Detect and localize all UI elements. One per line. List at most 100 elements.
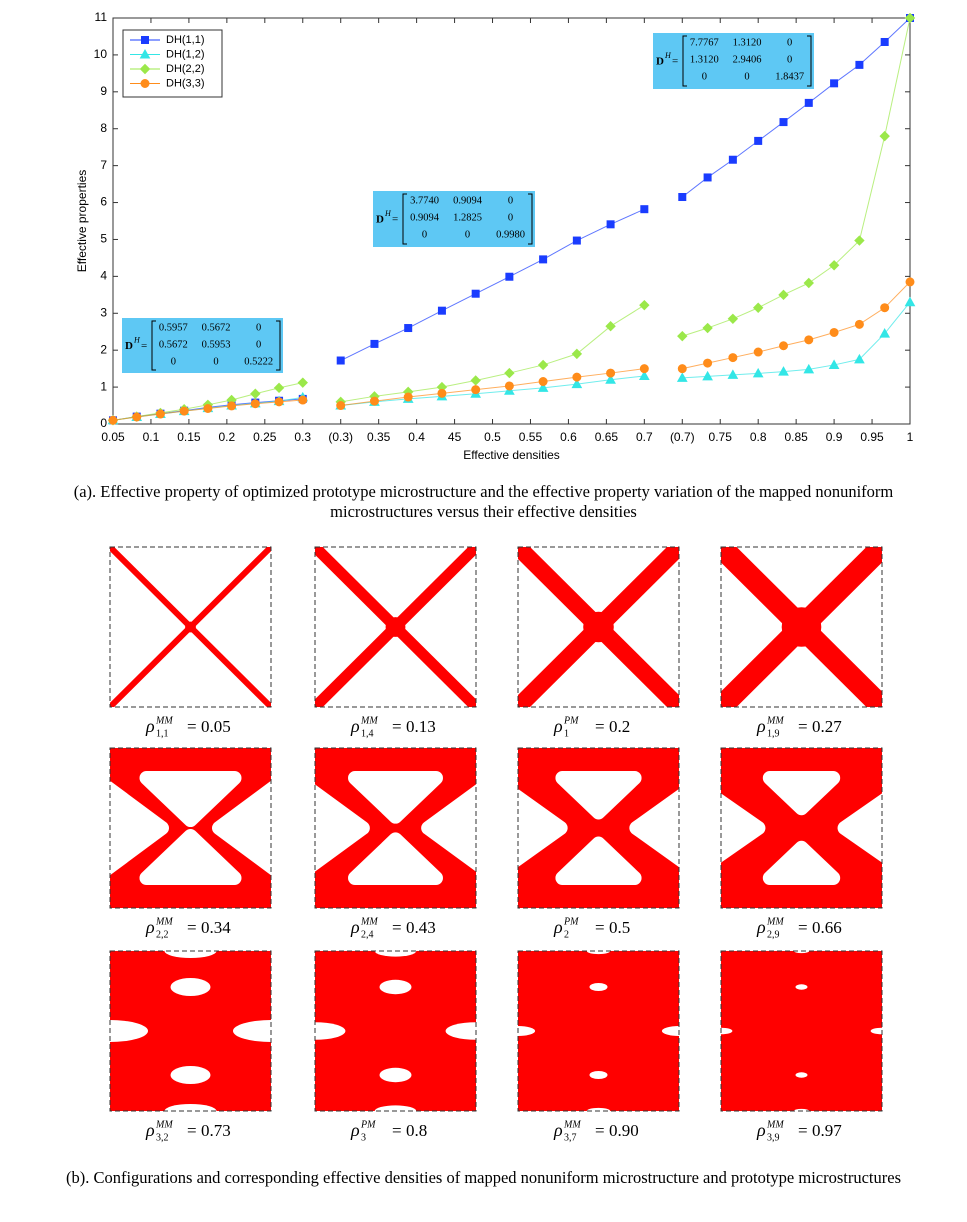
data-point [754,136,763,145]
rho-superscript: MM [155,715,173,726]
matrix-cell: 0.5672 [159,339,188,350]
x-tick-label: 0.1 [143,430,160,444]
data-point [539,255,548,264]
x-tick-label: 0.05 [101,430,125,444]
density-value: 0.90 [609,1121,639,1140]
data-point [677,330,688,342]
hole [421,784,476,872]
annotation-box [373,191,535,247]
data-point [370,339,379,348]
x-tick-label: (0.3) [328,430,353,444]
hole [315,784,370,872]
panel-border [517,950,680,1112]
legend-label: DH(3,3) [166,77,205,89]
data-point [803,363,815,374]
equals: = [595,717,605,736]
data-point [336,356,345,365]
data-point [639,299,650,311]
y-axis-label: Effective properties [75,170,89,273]
y-tick-label: 11 [95,10,108,24]
matrix-cell: 0 [744,71,749,82]
data-point [703,358,713,368]
hole [348,832,443,885]
equals: = [392,1121,402,1140]
x-tick-label: 0.2 [219,430,236,444]
x-tick-label: 0.15 [177,430,201,444]
rho-superscript: MM [766,715,784,726]
annotation-symbol: D [656,56,664,68]
data-point [879,328,891,338]
rho-superscript: MM [766,916,784,927]
density-value: 0.34 [201,918,231,937]
legend-marker [140,79,150,88]
rho: ρ [756,1120,766,1140]
panel-border [720,747,883,909]
hole [348,771,443,824]
data-point [640,205,649,214]
x-tick-label: 1 [907,430,914,444]
data-point [537,359,549,371]
y-tick-label: 10 [94,47,108,61]
data-point [880,37,889,46]
x-tick-label: 0.25 [253,430,277,444]
data-point [336,401,346,411]
legend-label: DH(2,2) [166,63,205,75]
y-tick-label: 7 [100,158,107,172]
data-point [727,369,739,379]
rho-superscript: MM [360,916,378,927]
hole [721,793,766,863]
data-point [250,399,260,409]
data-point [828,260,840,271]
annotation-symbol: D [376,214,384,226]
x-tick-label: 0.3 [294,430,311,444]
data-point [779,118,788,127]
data-point [273,382,285,394]
data-point [830,79,839,88]
hole [518,1026,536,1036]
data-point [203,403,213,413]
data-point [572,236,581,245]
microstructure [721,951,882,1111]
rho-subscript: 3,2 [156,1132,169,1143]
x-tick-label: 45 [448,430,462,444]
hole [555,836,642,885]
x-tick-label: 0.85 [784,430,808,444]
panel-border [109,950,272,1112]
matrix-cell: 0.5672 [202,322,231,333]
matrix-cell: 0 [171,356,176,367]
matrix-cell: 1.3120 [690,54,719,65]
hole [164,1104,217,1111]
annotation-box [653,33,814,89]
matrix-cell: 7.7767 [690,37,719,48]
equals: = [798,918,808,937]
hole [110,780,169,876]
equals: = [392,918,402,937]
density-value: 0.73 [201,1121,231,1140]
matrix-cell: 2.9406 [733,54,762,65]
bracket [807,35,812,87]
data-point [108,415,118,425]
hole [379,979,412,995]
x-tick-label: 0.4 [408,430,425,444]
matrix-cell: 0.5957 [159,322,188,333]
rho: ρ [350,917,360,937]
x-tick-label: 0.5 [484,430,501,444]
panel-border [720,950,883,1112]
hole [315,1022,346,1040]
data-point [879,130,890,142]
data-point [905,277,915,287]
x-tick-label: 0.6 [560,430,577,444]
hole [721,1027,733,1035]
hole [170,1066,211,1084]
annotation-equals: = [392,214,398,226]
data-point [753,347,763,357]
hole [110,1020,148,1042]
rho-superscript: MM [360,715,378,726]
matrix-cell: 0 [787,54,792,65]
hole [164,951,217,958]
panel-border [109,546,272,708]
annotation-box [122,318,283,373]
matrix-cell: 1.3120 [733,37,762,48]
data-point [471,289,480,298]
rho-superscript: PM [360,1119,376,1130]
